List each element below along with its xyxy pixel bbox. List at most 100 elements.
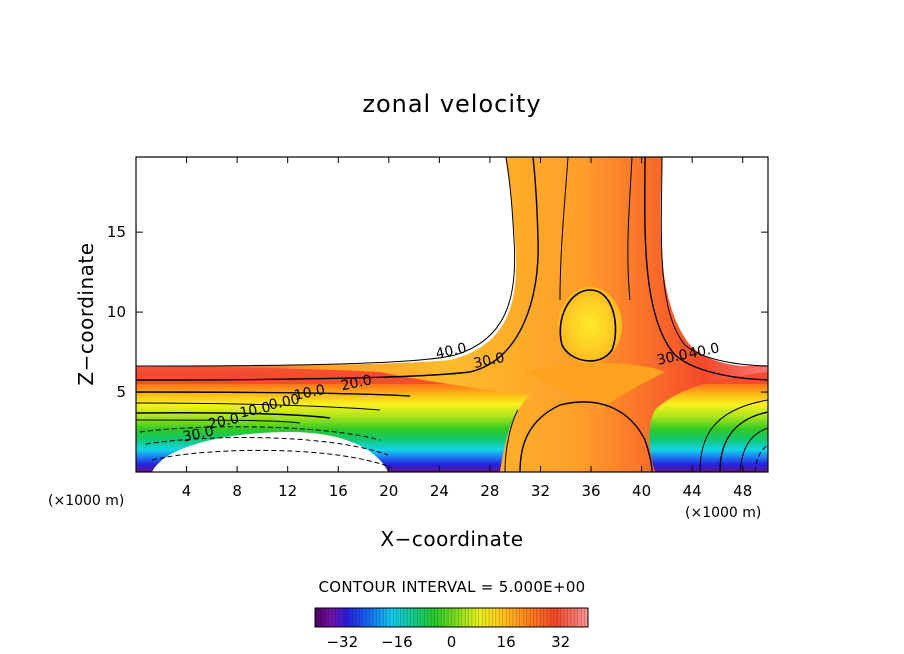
colorbar-cell xyxy=(564,608,568,627)
colorbar-cell xyxy=(448,608,452,627)
x-axis-ticks: 4 8 12 16 20 24 28 32 36 40 44 48 xyxy=(182,157,752,500)
colorbar-cell xyxy=(540,608,544,627)
colorbar-cell xyxy=(400,608,405,627)
colorbar-tick-label: 16 xyxy=(497,633,516,651)
colorbar-cell xyxy=(393,608,398,627)
colorbar-cell xyxy=(424,608,428,627)
colorbar-cell xyxy=(420,608,425,627)
colorbar-tick-label: 32 xyxy=(551,633,570,651)
colorbar-cell xyxy=(550,608,555,627)
colorbar-cell xyxy=(413,608,418,627)
colorbar-cell xyxy=(502,608,507,627)
colorbar-cell xyxy=(355,608,360,627)
colorbar-cell xyxy=(577,608,582,627)
colorbar-cell xyxy=(489,608,493,627)
y-axis-label: Z−coordinate xyxy=(74,242,98,385)
colorbar-cell xyxy=(509,608,514,627)
contour-interval-text: CONTOUR INTERVAL = 5.000E+00 xyxy=(318,578,585,596)
colorbar-cell xyxy=(407,608,411,627)
colorbar-cell xyxy=(332,608,336,627)
colorbar-cell xyxy=(461,608,466,627)
x-unit-right: (×1000 m) xyxy=(685,505,761,521)
colorbar-cell xyxy=(335,608,340,627)
x-tick-label: 40 xyxy=(632,482,651,500)
colorbar-frame xyxy=(314,607,589,628)
plot-frame xyxy=(135,156,769,473)
contour-label: 10.0 xyxy=(293,382,327,404)
colorbar-cell xyxy=(342,608,347,627)
plot-area xyxy=(136,157,768,472)
colorbar-cell xyxy=(543,608,548,627)
colorbar-cell xyxy=(383,608,387,627)
colorbar-cell xyxy=(434,608,439,627)
colorbar: −32 −16 0 16 32 xyxy=(314,607,589,651)
colorbar-cell xyxy=(458,608,463,627)
colorbar-cell xyxy=(516,608,521,627)
x-tick-label: 32 xyxy=(531,482,550,500)
colorbar-cell xyxy=(547,608,551,627)
contour-label: 30.0 xyxy=(181,423,215,445)
colorbar-cell xyxy=(560,608,565,627)
colorbar-cell xyxy=(325,608,329,627)
colorbar-cell xyxy=(390,608,394,627)
x-tick-label: 8 xyxy=(232,482,242,500)
colorbar-cell xyxy=(492,608,497,627)
colorbar-cell xyxy=(386,608,391,627)
colorbar-cell xyxy=(431,608,435,627)
colorbar-cell xyxy=(321,608,326,627)
colorbar-cell xyxy=(318,608,323,627)
colorbar-cell xyxy=(519,608,524,627)
contour-label: 20.0 xyxy=(339,372,373,394)
colorbar-cell xyxy=(512,608,517,627)
colorbar-cell xyxy=(468,608,473,627)
contour-label: 30.0 xyxy=(472,350,506,372)
colorbar-cell xyxy=(403,608,408,627)
colorbar-cell xyxy=(352,608,357,627)
colorbar-cell xyxy=(345,608,350,627)
colorbar-cell xyxy=(454,608,459,627)
colorbar-tick-label: −16 xyxy=(381,633,413,651)
colorbar-cell xyxy=(557,608,561,627)
x-tick-label: 24 xyxy=(430,482,449,500)
contour-label: 0.00 xyxy=(267,391,301,413)
colorbar-cell xyxy=(441,608,445,627)
colorbar-cell xyxy=(369,608,374,627)
x-tick-label: 36 xyxy=(581,482,600,500)
colorbar-cell xyxy=(338,608,343,627)
x-unit-left: (×1000 m) xyxy=(48,493,124,509)
y-tick-label: 10 xyxy=(107,303,126,321)
chart-title: zonal velocity xyxy=(362,90,541,118)
colorbar-cell xyxy=(499,608,503,627)
y-tick-label: 15 xyxy=(107,223,126,241)
colorbar-cell xyxy=(553,608,558,627)
colorbar-cell xyxy=(410,608,415,627)
contour-label: 10.0 xyxy=(238,399,272,421)
x-tick-label: 12 xyxy=(278,482,297,500)
colorbar-cell xyxy=(437,608,442,627)
colorbar-cell xyxy=(506,608,510,627)
x-tick-label: 16 xyxy=(329,482,348,500)
colorbar-cell xyxy=(349,608,353,627)
colorbar-cell xyxy=(451,608,456,627)
colorbar-cell xyxy=(417,608,422,627)
x-tick-label: 28 xyxy=(480,482,499,500)
colorbar-cell xyxy=(328,608,333,627)
colorbar-cell xyxy=(427,608,432,627)
colorbar-cell xyxy=(366,608,370,627)
x-tick-label: 44 xyxy=(683,482,702,500)
colorbar-cell xyxy=(482,608,486,627)
colorbar-cell xyxy=(581,608,585,627)
colorbar-cell xyxy=(574,608,579,627)
colorbar-cell xyxy=(376,608,381,627)
x-axis-label: X−coordinate xyxy=(380,527,523,551)
colorbar-cell xyxy=(444,608,449,627)
colorbar-cell xyxy=(485,608,490,627)
colorbar-cell xyxy=(471,608,476,627)
colorbar-cell xyxy=(373,608,377,627)
colorbar-cell xyxy=(478,608,483,627)
x-tick-label: 48 xyxy=(733,482,752,500)
colorbar-cell xyxy=(495,608,500,627)
colorbar-cell xyxy=(359,608,364,627)
